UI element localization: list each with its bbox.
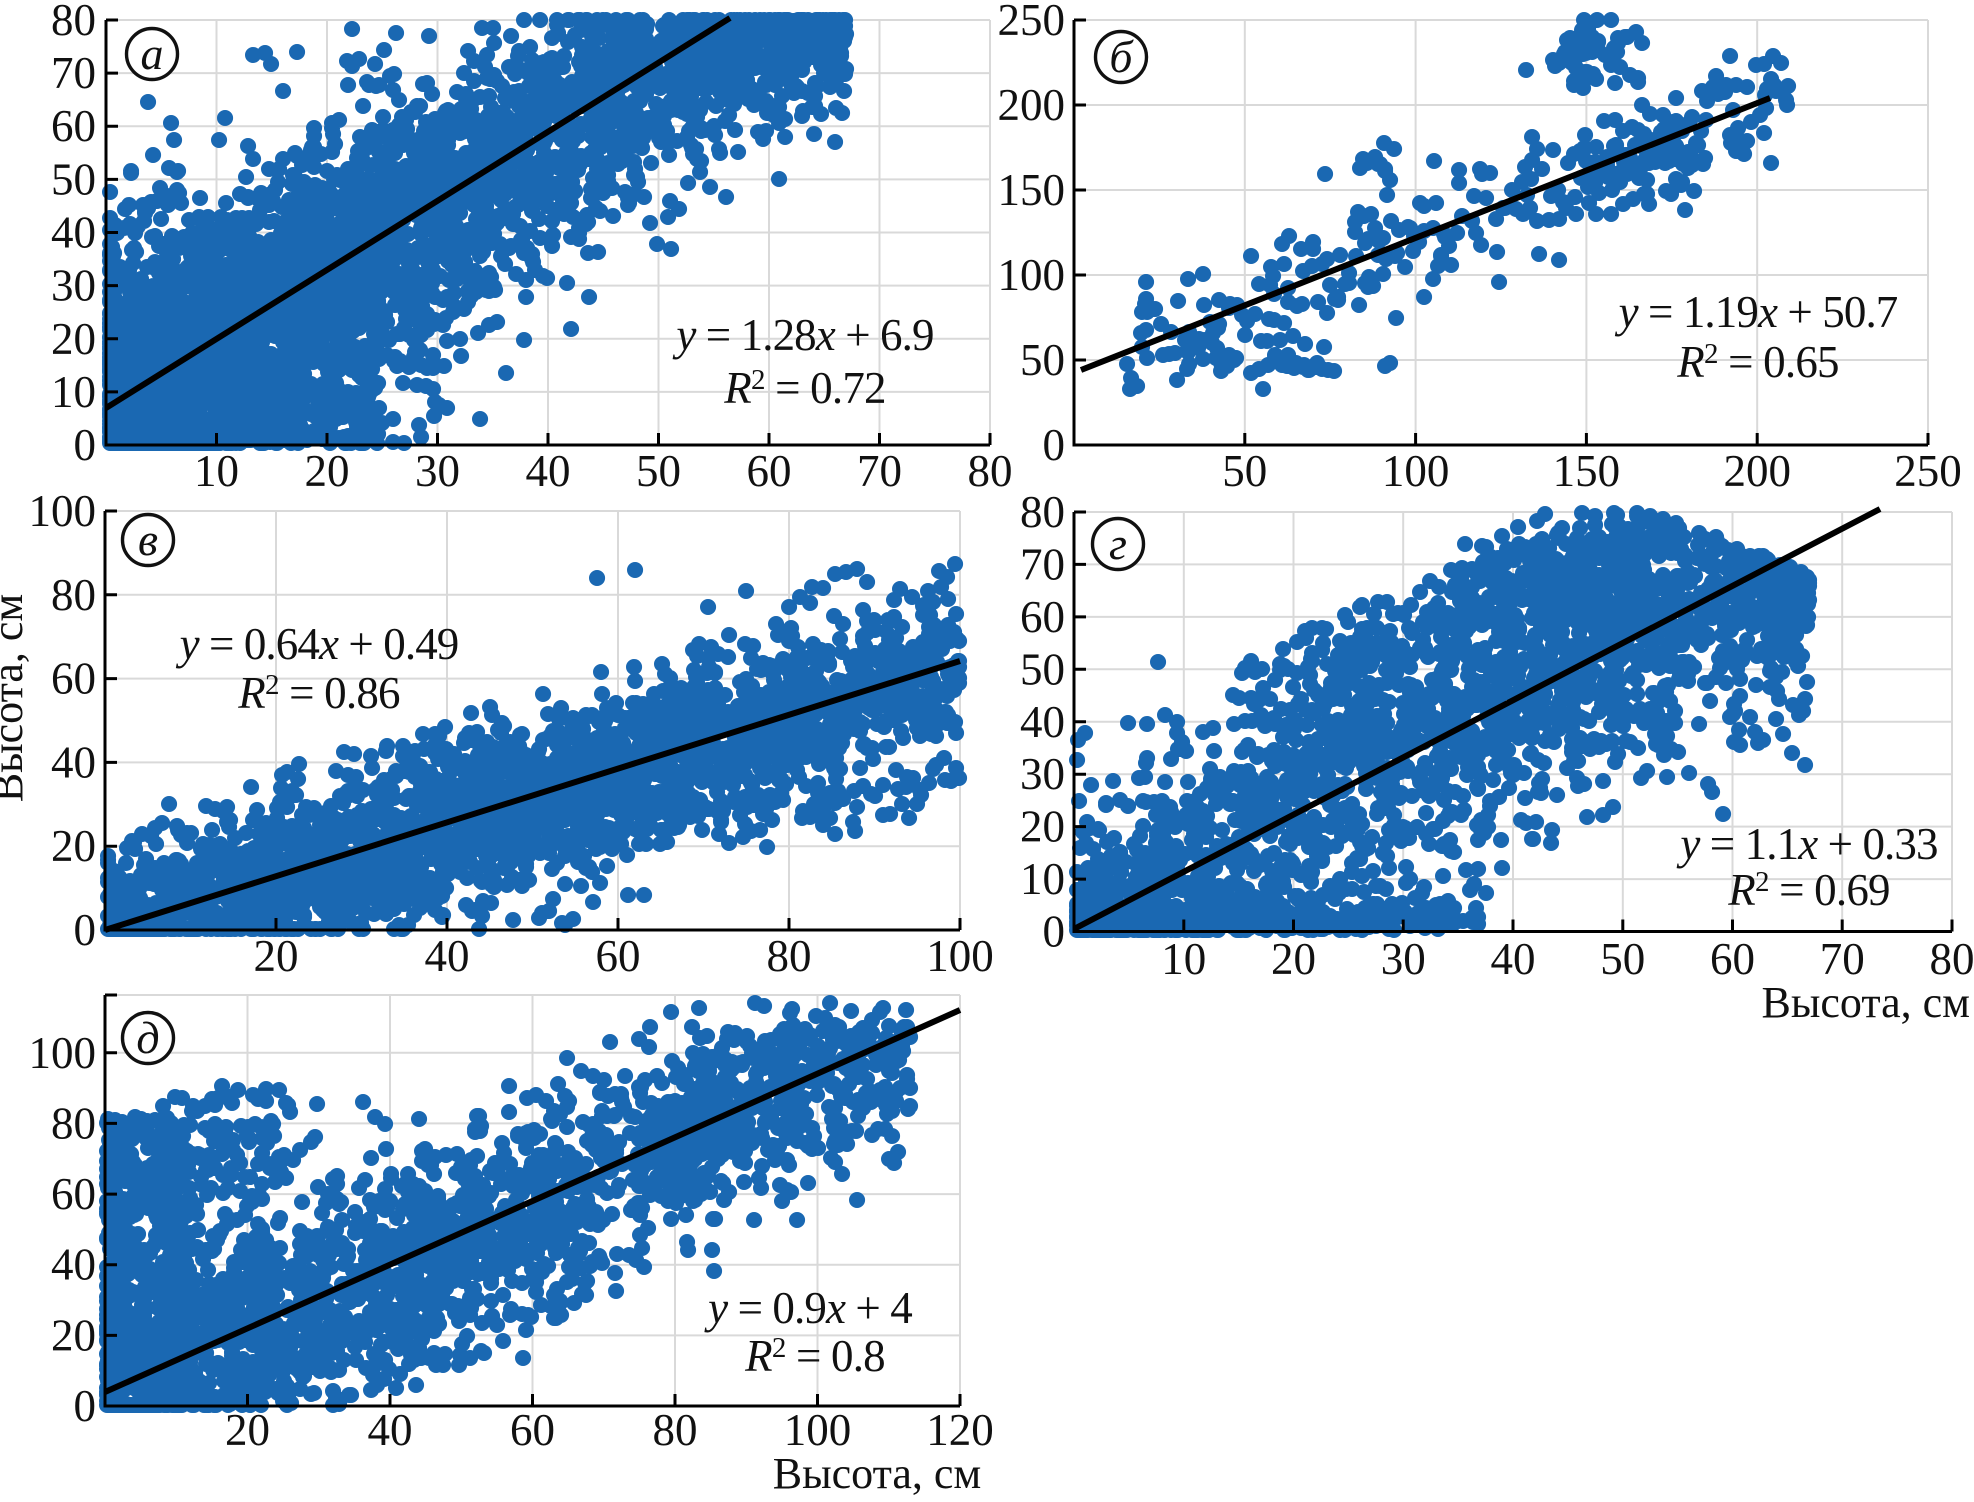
svg-text:50: 50 bbox=[636, 446, 681, 496]
svg-text:60: 60 bbox=[51, 1169, 96, 1219]
svg-text:R2 = 0.8: R2 = 0.8 bbox=[744, 1331, 885, 1381]
svg-text:250: 250 bbox=[998, 0, 1066, 45]
svg-text:60: 60 bbox=[596, 931, 641, 981]
svg-text:80: 80 bbox=[653, 1405, 698, 1455]
svg-text:80: 80 bbox=[968, 446, 1013, 496]
svg-text:100: 100 bbox=[1382, 446, 1450, 496]
svg-text:10: 10 bbox=[1020, 854, 1065, 904]
svg-text:б: б bbox=[1109, 31, 1134, 82]
svg-text:70: 70 bbox=[1820, 934, 1865, 984]
svg-text:в: в bbox=[138, 514, 158, 565]
svg-text:30: 30 bbox=[1020, 749, 1065, 799]
svg-text:50: 50 bbox=[51, 154, 96, 204]
svg-text:40: 40 bbox=[425, 931, 470, 981]
svg-text:250: 250 bbox=[1894, 446, 1962, 496]
svg-text:50: 50 bbox=[1600, 934, 1645, 984]
svg-text:20: 20 bbox=[225, 1405, 270, 1455]
svg-text:y = 1.1x + 0.33: y = 1.1x + 0.33 bbox=[1676, 819, 1937, 869]
svg-text:R2 = 0.86: R2 = 0.86 bbox=[237, 668, 400, 718]
svg-text:100: 100 bbox=[29, 486, 97, 536]
svg-text:20: 20 bbox=[254, 931, 299, 981]
svg-text:40: 40 bbox=[51, 1240, 96, 1290]
svg-text:60: 60 bbox=[510, 1405, 555, 1455]
svg-text:70: 70 bbox=[1020, 539, 1065, 589]
svg-text:y = 1.19x + 50.7: y = 1.19x + 50.7 bbox=[1615, 287, 1898, 337]
svg-text:60: 60 bbox=[51, 101, 96, 151]
svg-text:30: 30 bbox=[1381, 934, 1426, 984]
svg-text:60: 60 bbox=[1710, 934, 1755, 984]
svg-text:80: 80 bbox=[1930, 934, 1974, 984]
svg-text:60: 60 bbox=[1020, 592, 1065, 642]
svg-text:120: 120 bbox=[926, 1405, 994, 1455]
svg-text:0: 0 bbox=[1043, 907, 1066, 957]
svg-text:100: 100 bbox=[784, 1405, 852, 1455]
svg-text:50: 50 bbox=[1222, 446, 1267, 496]
svg-text:80: 80 bbox=[51, 1098, 96, 1148]
svg-text:80: 80 bbox=[767, 931, 812, 981]
svg-text:100: 100 bbox=[29, 1028, 97, 1078]
svg-text:20: 20 bbox=[51, 821, 96, 871]
svg-text:10: 10 bbox=[51, 367, 96, 417]
svg-text:70: 70 bbox=[857, 446, 902, 496]
svg-text:0: 0 bbox=[74, 905, 97, 955]
svg-text:60: 60 bbox=[51, 654, 96, 704]
svg-text:R2 = 0.69: R2 = 0.69 bbox=[1727, 865, 1889, 915]
svg-text:100: 100 bbox=[998, 250, 1066, 300]
svg-text:80: 80 bbox=[1020, 487, 1065, 537]
svg-text:40: 40 bbox=[526, 446, 571, 496]
svg-text:200: 200 bbox=[1723, 446, 1791, 496]
svg-text:30: 30 bbox=[415, 446, 460, 496]
svg-text:20: 20 bbox=[1271, 934, 1316, 984]
svg-text:40: 40 bbox=[51, 737, 96, 787]
svg-text:Высота, см: Высота, см bbox=[1761, 978, 1970, 1027]
svg-text:20: 20 bbox=[51, 314, 96, 364]
svg-text:R2 = 0.72: R2 = 0.72 bbox=[723, 363, 885, 413]
svg-text:150: 150 bbox=[998, 165, 1066, 215]
svg-text:40: 40 bbox=[368, 1405, 413, 1455]
svg-text:10: 10 bbox=[1161, 934, 1206, 984]
svg-text:y = 0.64x + 0.49: y = 0.64x + 0.49 bbox=[176, 619, 459, 669]
svg-text:100: 100 bbox=[926, 931, 994, 981]
svg-text:0: 0 bbox=[1043, 420, 1066, 470]
svg-text:20: 20 bbox=[51, 1310, 96, 1360]
svg-text:80: 80 bbox=[51, 0, 96, 45]
svg-text:д: д bbox=[136, 1012, 159, 1063]
svg-text:40: 40 bbox=[1491, 934, 1536, 984]
svg-text:70: 70 bbox=[51, 48, 96, 98]
svg-text:Высота, см: Высота, см bbox=[773, 1449, 982, 1498]
svg-text:y = 0.9x + 4: y = 0.9x + 4 bbox=[704, 1283, 912, 1333]
svg-text:200: 200 bbox=[998, 80, 1066, 130]
svg-text:40: 40 bbox=[51, 208, 96, 258]
svg-text:50: 50 bbox=[1020, 335, 1065, 385]
svg-text:30: 30 bbox=[51, 261, 96, 311]
svg-text:40: 40 bbox=[1020, 697, 1065, 747]
svg-text:80: 80 bbox=[51, 570, 96, 620]
svg-text:10: 10 bbox=[194, 446, 239, 496]
svg-text:20: 20 bbox=[305, 446, 350, 496]
svg-text:Высота, см: Высота, см bbox=[0, 594, 32, 803]
svg-text:R2 = 0.65: R2 = 0.65 bbox=[1676, 337, 1838, 387]
svg-text:50: 50 bbox=[1020, 644, 1065, 694]
svg-text:20: 20 bbox=[1020, 802, 1065, 852]
svg-text:y = 1.28x + 6.9: y = 1.28x + 6.9 bbox=[672, 310, 933, 360]
svg-text:150: 150 bbox=[1553, 446, 1621, 496]
svg-text:60: 60 bbox=[747, 446, 792, 496]
svg-text:а: а bbox=[141, 28, 164, 79]
svg-text:0: 0 bbox=[74, 420, 97, 470]
svg-text:0: 0 bbox=[74, 1381, 97, 1431]
svg-text:г: г bbox=[1109, 518, 1127, 569]
